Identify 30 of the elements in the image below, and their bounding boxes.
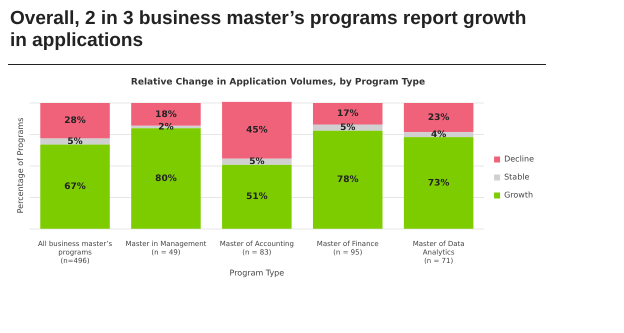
bar (312, 130, 383, 229)
chart-title: Overall, 2 in 3 business master’s programs report growth in applications (10, 8, 528, 52)
x-axis-title: Program Type (230, 268, 284, 278)
data-label: 23% (428, 112, 450, 123)
data-label: 18% (155, 110, 177, 120)
data-label: 17% (336, 109, 359, 120)
bar (222, 102, 292, 159)
bar (40, 144, 110, 229)
data-label: 5% (67, 136, 83, 147)
data-label: 5% (249, 157, 264, 168)
chart-subtitle: Relative Change in Application Volumes, by Program Type (130, 78, 426, 88)
y-axis-title: Percentage of Programs (16, 118, 25, 214)
data-label: 67% (64, 182, 86, 192)
legend-label: Growth (504, 190, 534, 200)
data-label: 51% (246, 192, 268, 202)
bar (222, 158, 292, 165)
data-label: 28% (64, 116, 86, 126)
bar (222, 164, 292, 229)
bar (131, 128, 201, 229)
data-label: 5% (340, 123, 356, 133)
legend-label: Stable (504, 172, 530, 182)
legend-label: Decline (504, 154, 534, 164)
data-label: 45% (246, 126, 268, 136)
bar (312, 124, 383, 131)
bar (312, 103, 383, 125)
data-label: 80% (155, 174, 177, 184)
bar (40, 103, 110, 138)
data-label: 78% (336, 175, 359, 186)
bar (404, 137, 474, 229)
data-label: 73% (428, 178, 450, 188)
